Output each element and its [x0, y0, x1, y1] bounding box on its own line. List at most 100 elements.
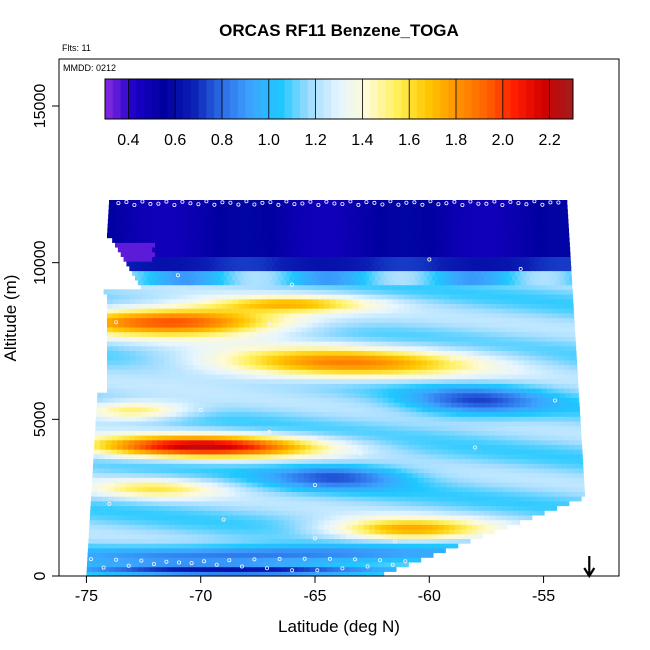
heatmap-cell — [507, 326, 514, 333]
heatmap-cell — [467, 326, 474, 333]
heatmap-cell — [290, 510, 297, 516]
heatmap-cell — [421, 322, 428, 328]
heatmap-cell — [453, 543, 459, 549]
heatmap-cell — [300, 529, 307, 535]
heatmap-cell — [539, 458, 546, 464]
heatmap-cell — [129, 350, 137, 356]
heatmap-cell — [143, 571, 150, 577]
heatmap-cell — [327, 561, 334, 568]
heatmap-cell — [329, 336, 337, 342]
heatmap-cell — [391, 444, 398, 450]
heatmap-cell — [175, 378, 182, 384]
heatmap-cell — [569, 331, 576, 337]
heatmap-cell — [541, 312, 548, 319]
heatmap-cell — [260, 430, 268, 436]
heatmap-cell — [483, 524, 490, 530]
heatmap-cell — [186, 435, 193, 441]
heatmap-cell — [181, 303, 188, 309]
heatmap-cell — [446, 289, 453, 295]
heatmap-cell — [503, 482, 510, 488]
heatmap-cell — [364, 303, 371, 309]
heatmap-cell — [147, 345, 154, 351]
heatmap-cell — [238, 317, 245, 323]
heatmap-cell — [267, 341, 274, 347]
heatmap-cell — [278, 378, 285, 384]
heatmap-cell — [111, 533, 118, 539]
heatmap-cell — [321, 463, 328, 469]
heatmap-cell — [275, 571, 282, 577]
heatmap-cell — [151, 538, 158, 544]
heatmap-cell — [124, 303, 131, 309]
heatmap-cell — [141, 420, 148, 427]
heatmap-cell — [295, 294, 302, 300]
heatmap-cell — [478, 312, 485, 319]
heatmap-cell — [217, 289, 225, 295]
heatmap-cell — [95, 425, 102, 431]
heatmap-cell — [516, 453, 523, 460]
heatmap-cell — [105, 444, 112, 450]
heatmap-cell — [342, 397, 350, 403]
heatmap-cell — [524, 298, 531, 304]
heatmap-cell — [508, 496, 515, 502]
heatmap-cell — [169, 430, 176, 436]
heatmap-cell — [369, 524, 376, 530]
heatmap-cell — [243, 533, 250, 539]
heatmap-cell — [527, 467, 534, 474]
heatmap-cell — [221, 514, 228, 521]
heatmap-cell — [531, 491, 538, 497]
heatmap-cell — [208, 533, 216, 539]
heatmap-cell — [200, 477, 208, 483]
heatmap-cell — [529, 341, 537, 347]
heatmap-cell — [485, 402, 492, 408]
heatmap-cell — [312, 373, 320, 380]
heatmap-cell — [553, 406, 560, 413]
heatmap-cell — [279, 397, 287, 403]
heatmap-cell — [100, 435, 107, 441]
heatmap-cell — [324, 411, 332, 417]
heatmap-cell — [352, 359, 360, 366]
heatmap-cell — [280, 486, 287, 492]
heatmap-cell — [552, 345, 560, 351]
heatmap-cell — [444, 341, 451, 347]
heatmap-cell — [389, 561, 397, 568]
heatmap-cell — [492, 472, 499, 478]
heatmap-cell — [335, 359, 342, 366]
heatmap-cell — [487, 458, 494, 464]
heatmap-cell — [178, 557, 186, 563]
heatmap-cell — [303, 289, 310, 295]
heatmap-cell — [198, 378, 205, 384]
heatmap-cell — [214, 538, 221, 544]
heatmap-cell — [221, 364, 228, 370]
heatmap-cell — [158, 355, 165, 361]
heatmap-cell — [530, 406, 538, 413]
heatmap-cell — [472, 322, 480, 328]
heatmap-cell — [229, 477, 236, 483]
heatmap-cell — [540, 284, 548, 290]
heatmap-cell — [218, 472, 225, 478]
heatmap-cell — [261, 369, 268, 375]
heatmap-cell — [484, 355, 491, 361]
heatmap-cell — [168, 538, 175, 544]
heatmap-cell — [484, 510, 491, 516]
heatmap-cell — [307, 378, 314, 384]
heatmap-cell — [369, 308, 377, 314]
heatmap-cell — [477, 284, 485, 290]
heatmap-cell — [375, 322, 382, 328]
heatmap-cell — [575, 425, 582, 431]
heatmap-cell — [469, 467, 477, 474]
heatmap-cell — [125, 486, 133, 492]
heatmap-cell — [300, 430, 308, 436]
heatmap-cell — [489, 430, 496, 436]
heatmap-cell — [204, 369, 211, 375]
heatmap-cell — [401, 552, 409, 558]
heatmap-cell — [529, 373, 537, 380]
heatmap-cell — [491, 482, 499, 488]
heatmap-cell — [235, 472, 242, 478]
heatmap-cell — [249, 298, 257, 304]
heatmap-cell — [117, 435, 124, 441]
heatmap-cell — [547, 336, 554, 342]
heatmap-cell — [549, 289, 556, 295]
heatmap-cell — [394, 482, 402, 488]
heatmap-cell — [482, 449, 489, 455]
heatmap-cell — [158, 378, 165, 384]
